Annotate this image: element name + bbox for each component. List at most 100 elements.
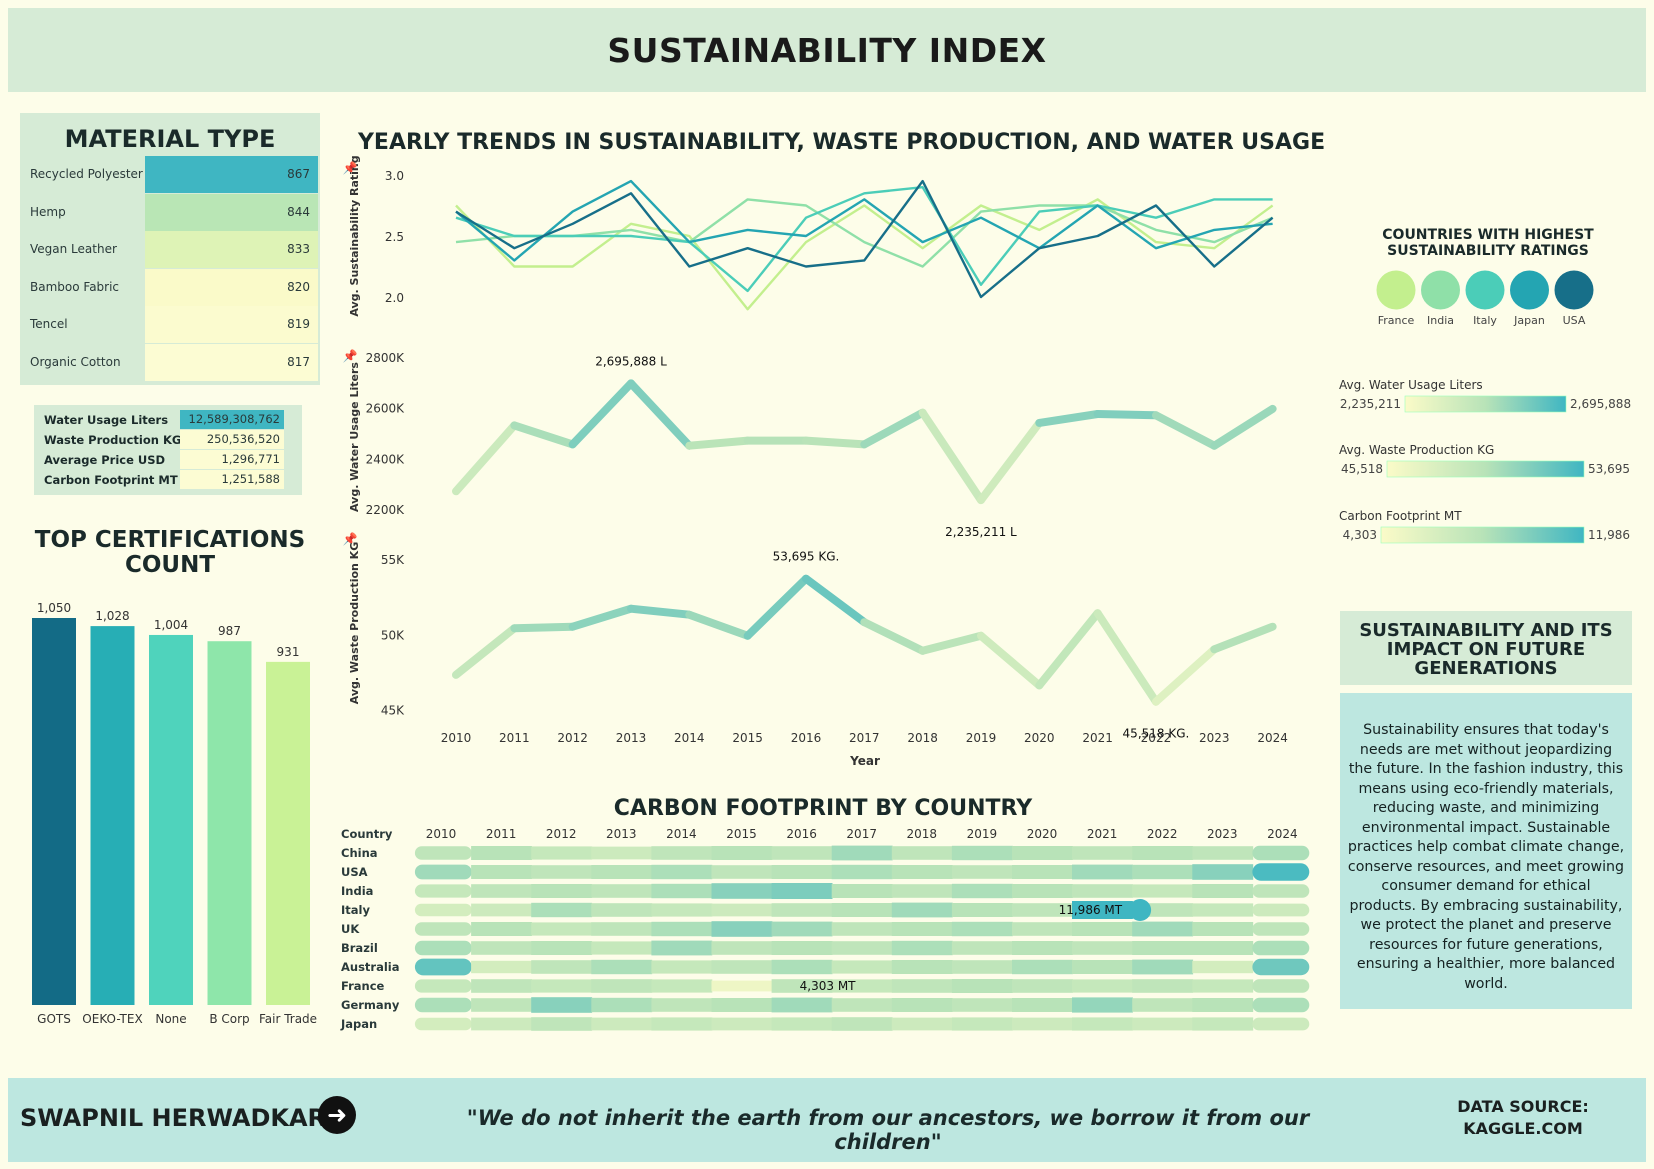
heatmap-cell	[1252, 922, 1310, 936]
series-segment	[860, 408, 927, 449]
heatmap-cell	[831, 941, 893, 955]
material-label: Tencel	[30, 317, 68, 331]
heatmap-cell	[651, 846, 713, 860]
heatmap-cell	[891, 979, 953, 993]
heatmap-cell	[771, 941, 833, 955]
heatmap-cell	[1072, 979, 1133, 993]
kpi-value: 1,251,588	[180, 470, 284, 489]
heatmap-cell	[1192, 864, 1254, 880]
heatmap-cell	[1012, 941, 1073, 955]
series-segment	[1151, 645, 1219, 706]
heatmap-cell	[771, 846, 833, 860]
heatmap-cell	[1132, 979, 1194, 993]
series-line-usa	[455, 179, 1274, 299]
footer-bar: SWAPNIL HERWADKAR ➜ "We do not inherit t…	[8, 1078, 1646, 1162]
heatmap-cell	[951, 883, 1013, 899]
heatmap-country-label: UK	[341, 922, 360, 936]
impact-title: SUSTAINABILITY AND ITS IMPACT ON FUTURE …	[1359, 620, 1613, 679]
heatmap-year-label: 2016	[786, 827, 817, 841]
heatmap-cell	[651, 921, 713, 937]
heatmap-cell	[831, 960, 893, 974]
series-segment	[976, 418, 1044, 505]
heatmap-cell	[1012, 846, 1073, 860]
heatmap-cell	[831, 903, 893, 917]
y-tick-label: 45K	[381, 703, 405, 717]
heatmap-cell	[891, 846, 953, 860]
material-label: Recycled Polyester	[30, 167, 143, 181]
heatmap-year-label: 2018	[907, 827, 938, 841]
heatmap-cell	[591, 884, 653, 898]
x-tick-label: 2013	[616, 731, 647, 745]
y-tick-label: 3.0	[385, 169, 404, 183]
certification-category-label: GOTS	[37, 1012, 71, 1026]
heatmap-cell	[1132, 864, 1194, 880]
heatmap-cell	[414, 940, 472, 956]
series-segment	[1093, 609, 1160, 706]
heatmap-cell	[1192, 846, 1254, 860]
series-segment	[801, 436, 869, 449]
heatmap-cell	[1012, 922, 1073, 936]
material-value-cell: 817	[145, 343, 318, 381]
y-tick-label: 55K	[381, 553, 405, 567]
heatmap-cell	[771, 903, 833, 917]
arrow-right-icon[interactable]: ➜	[318, 1096, 356, 1134]
certifications-title: TOP CERTIFICATIONS COUNT	[34, 527, 306, 578]
pin-icon: 📌	[343, 160, 358, 175]
series-segment	[918, 631, 985, 655]
heatmap-cell	[531, 902, 593, 918]
legend-swatch-usa	[1554, 270, 1594, 310]
kpi-value: 1,296,771	[180, 450, 284, 469]
material-value: 833	[287, 242, 310, 256]
heatmap-cell	[471, 998, 532, 1012]
heatmap-cell	[771, 883, 833, 899]
y-tick-label: 2200K	[366, 503, 406, 517]
heatmap-cell	[951, 903, 1013, 917]
heatmap-year-label: 2012	[546, 827, 577, 841]
heatmap-cell	[771, 959, 833, 975]
legend-swatch-france	[1376, 270, 1416, 310]
heatmap-year-label: 2013	[606, 827, 637, 841]
series-segment	[626, 379, 694, 450]
heatmap-cell	[414, 884, 472, 898]
series-line-india	[455, 198, 1274, 268]
heatmap-cell	[831, 845, 893, 861]
heatmap-country-label: China	[341, 846, 378, 860]
series-segment	[918, 408, 985, 505]
trends-title: YEARLY TRENDS IN SUSTAINABILITY, WASTE P…	[357, 130, 1325, 155]
y-tick-label: 2600K	[366, 402, 406, 416]
heatmap-cell	[951, 941, 1013, 955]
series-segment	[860, 618, 927, 655]
certification-bar	[32, 618, 76, 1005]
heatmap-cell	[1132, 846, 1194, 860]
kpi-row: Average Price USD 1,296,771	[34, 450, 302, 470]
legend-swatch-india	[1421, 270, 1460, 310]
x-tick-label: 2022	[1141, 731, 1172, 745]
heatmap-cell	[711, 903, 773, 917]
heatmap-cell	[831, 922, 893, 936]
series-segment	[568, 604, 635, 631]
heatmap-cell	[414, 864, 472, 880]
heatmap-cell	[471, 865, 532, 879]
page-title: SUSTAINABILITY INDEX	[607, 30, 1047, 70]
y-tick-label: 50K	[381, 628, 405, 642]
kpi-value: 250,536,520	[180, 430, 284, 449]
heatmap-cell	[711, 883, 773, 899]
impact-text-box: Sustainability ensures that today's need…	[1340, 693, 1632, 1009]
x-tick-label: 2017	[849, 731, 880, 745]
heatmap-cell	[531, 960, 593, 974]
series-segment	[743, 574, 810, 640]
heatmap-cell	[711, 865, 773, 879]
data-annotation: 2,695,888 L	[595, 354, 667, 368]
x-tick-label: 2011	[499, 731, 530, 745]
y-tick-label: 2800K	[366, 351, 406, 365]
heatmap-cell	[1252, 903, 1310, 917]
heatmap-cell	[1132, 1017, 1194, 1031]
certification-bar	[266, 661, 310, 1005]
legend-label: France	[1378, 314, 1415, 327]
material-row: Tencel 819	[20, 306, 318, 343]
certification-bar	[207, 641, 252, 1005]
heatmap-cell	[651, 864, 713, 880]
heatmap-cell	[651, 1017, 713, 1031]
heatmap-cell	[1192, 979, 1254, 993]
gradient-legend-title: Avg. Waste Production KG	[1339, 443, 1494, 457]
